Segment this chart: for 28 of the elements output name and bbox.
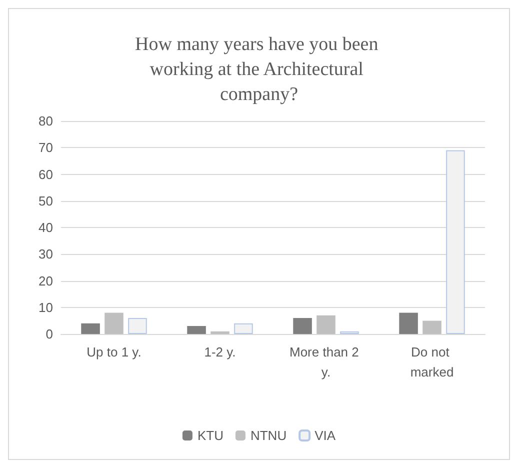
bar — [104, 312, 124, 334]
y-tick-label: 30 — [38, 246, 53, 262]
legend-label: VIA — [314, 428, 336, 443]
bar — [187, 326, 206, 334]
bar — [81, 323, 100, 334]
bar — [446, 150, 465, 334]
x-tick-label: Up to 1 y. — [86, 344, 142, 360]
bar — [210, 331, 230, 334]
bar — [422, 320, 442, 334]
x-tick-label: More than 2 y. — [290, 344, 362, 380]
legend-label: NTNU — [250, 428, 287, 443]
y-tick-label: 0 — [46, 326, 53, 342]
bar — [293, 318, 312, 334]
chart-title: How many years have you been working at the Architectural company? — [135, 34, 383, 105]
legend-label: KTU — [197, 428, 224, 443]
x-tick-label: 1-2 y. — [204, 344, 236, 360]
bar — [316, 315, 336, 334]
y-tick-label: 70 — [38, 140, 53, 156]
y-tick-label: 10 — [38, 300, 53, 315]
y-tick-label: 80 — [38, 114, 53, 128]
bar — [128, 318, 147, 334]
y-tick-label: 50 — [38, 193, 53, 208]
y-tick-label: 60 — [38, 166, 53, 182]
x-tick-label: Do not marked — [410, 344, 454, 380]
bar — [234, 323, 253, 334]
y-tick-label: 40 — [38, 220, 53, 235]
y-tick-label: 20 — [38, 273, 53, 288]
bar — [399, 312, 418, 334]
